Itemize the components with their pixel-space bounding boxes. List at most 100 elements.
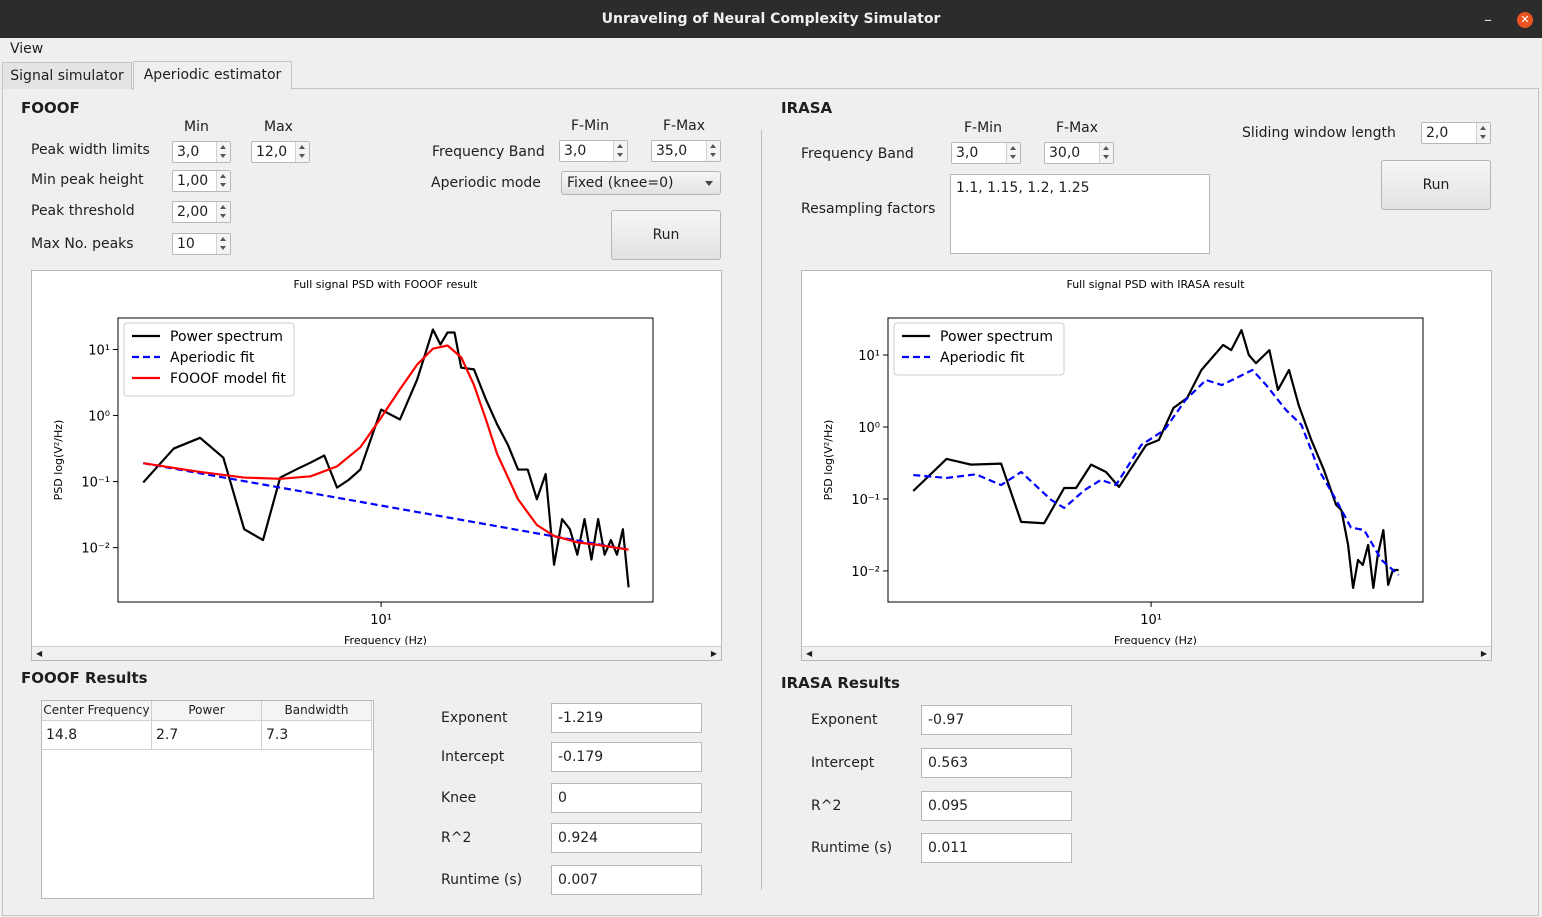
spin-value: 35,0	[656, 143, 688, 159]
legend-box	[893, 322, 1065, 376]
field-label: Intercept	[811, 755, 875, 771]
spin-box[interactable]: 12,0	[251, 141, 310, 163]
divider	[761, 130, 762, 890]
plot-frame: Full signal PSD with FOOOF result Frequen…	[31, 270, 722, 661]
plot-area	[887, 317, 1424, 603]
y-tick-label: 10⁻²	[851, 565, 880, 580]
spin-box[interactable]: 3,0	[559, 140, 628, 162]
series-line	[143, 462, 629, 551]
column-header: F-Min	[571, 118, 609, 134]
result-field[interactable]: -1.219	[551, 703, 702, 733]
spin-value: 3,0	[956, 145, 979, 161]
legend-label: Power spectrum	[940, 329, 1053, 345]
spin-box[interactable]: 3,0	[951, 142, 1021, 164]
section-heading: FOOOF Results	[21, 669, 148, 687]
result-field[interactable]: 0.095	[921, 791, 1072, 821]
chart: Full signal PSD with IRASA result Frequen…	[822, 278, 1424, 645]
result-field[interactable]: 0.007	[551, 865, 702, 895]
legend-label: Power spectrum	[170, 329, 283, 345]
spin-arrows[interactable]	[295, 142, 309, 162]
spin-box[interactable]: 10	[172, 233, 231, 255]
field-label: Peak threshold	[31, 203, 135, 219]
spin-value: 3,0	[564, 143, 587, 159]
spin-arrows[interactable]	[216, 202, 230, 222]
result-field[interactable]: -0.97	[921, 705, 1072, 735]
spin-value: 30,0	[1049, 145, 1081, 161]
legend-label: Aperiodic fit	[170, 350, 255, 366]
chart: Full signal PSD with FOOOF result Frequen…	[52, 278, 654, 645]
legend-label: FOOOF model fit	[170, 371, 286, 387]
y-tick-label: 10⁰	[88, 410, 110, 425]
x-axis-label: Frequency (Hz)	[1114, 634, 1197, 645]
section-heading: FOOOF	[21, 99, 80, 117]
column-header: F-Min	[964, 120, 1002, 136]
tab[interactable]: Signal simulator	[2, 62, 132, 89]
result-field[interactable]: 0.924	[551, 823, 702, 853]
title-bar	[0, 0, 1542, 38]
spin-box[interactable]: 30,0	[1044, 142, 1114, 164]
field-label: Sliding window length	[1242, 125, 1396, 141]
field-label: Exponent	[441, 710, 508, 726]
spin-arrows[interactable]	[613, 141, 627, 161]
field-label: Frequency Band	[432, 144, 545, 160]
spin-box[interactable]: 1,00	[172, 170, 231, 192]
field-label: R^2	[441, 830, 472, 846]
spin-arrows[interactable]	[216, 234, 230, 254]
series-line	[913, 368, 1400, 576]
field-label: R^2	[811, 798, 842, 814]
spin-arrows[interactable]	[1099, 143, 1113, 163]
spin-box[interactable]: 3,0	[172, 141, 231, 163]
close-button[interactable]: ✕	[1517, 12, 1533, 28]
result-field[interactable]: 0.563	[921, 748, 1072, 778]
series-line	[912, 329, 1399, 590]
y-tick-label: 10¹	[88, 344, 110, 359]
text-area[interactable]: 1.1, 1.15, 1.2, 1.25	[950, 174, 1210, 254]
field-label: Intercept	[441, 749, 505, 765]
table-cell: 14.8	[42, 721, 152, 750]
combo-value: Fixed (knee=0)	[567, 175, 674, 191]
table-header: Bandwidth	[262, 701, 372, 721]
tab-selected[interactable]: Aperiodic estimator	[133, 61, 292, 90]
y-tick-label: 10¹	[858, 349, 880, 364]
combo-box[interactable]: Fixed (knee=0)	[561, 171, 721, 195]
spin-arrows[interactable]	[1476, 123, 1490, 143]
minimize-button[interactable]: –	[1484, 10, 1492, 29]
result-field[interactable]: 0	[551, 783, 702, 813]
spin-box[interactable]: 35,0	[651, 140, 721, 162]
table-cell: 7.3	[262, 721, 372, 750]
run-button[interactable]: Run	[1381, 160, 1491, 210]
result-field[interactable]: 0.011	[921, 833, 1072, 863]
legend-label: Aperiodic fit	[940, 350, 1025, 366]
window-title: Unraveling of Neural Complexity Simulato…	[601, 11, 941, 27]
table-header: Power	[152, 701, 262, 721]
spin-value: 2,00	[177, 204, 209, 220]
spin-box[interactable]: 2,0	[1421, 122, 1491, 144]
y-axis-label: PSD log(V²/Hz)	[52, 420, 65, 501]
spin-arrows[interactable]	[1006, 143, 1020, 163]
spin-value: 2,0	[1426, 125, 1449, 141]
result-field[interactable]: -0.179	[551, 742, 702, 772]
spin-value: 12,0	[256, 144, 288, 160]
spin-value: 1,00	[177, 173, 209, 189]
x-tick-label: 10¹	[370, 613, 392, 628]
column-header: Min	[184, 119, 209, 135]
spin-arrows[interactable]	[706, 141, 720, 161]
column-header: F-Max	[663, 118, 706, 134]
column-header: F-Max	[1056, 120, 1099, 136]
text-area-value: 1.1, 1.15, 1.2, 1.25	[956, 180, 1090, 196]
section-heading: IRASA Results	[781, 674, 900, 692]
scrollbar[interactable]: ◀ ▶	[32, 646, 721, 660]
spin-arrows[interactable]	[216, 142, 230, 162]
scrollbar[interactable]: ◀ ▶	[802, 646, 1491, 660]
run-button[interactable]: Run	[611, 210, 721, 260]
chart-title: Full signal PSD with IRASA result	[1066, 278, 1245, 291]
field-label: Resampling factors	[801, 201, 936, 217]
results-table: Center Frequency Power Bandwidth 14.8 2.7 7.3	[41, 700, 374, 899]
field-label: Knee	[441, 790, 477, 806]
series-line	[142, 328, 630, 588]
spin-arrows[interactable]	[216, 171, 230, 191]
y-tick-label: 10⁻¹	[851, 493, 880, 508]
menu-item[interactable]: View	[10, 41, 44, 57]
spin-box[interactable]: 2,00	[172, 201, 231, 223]
